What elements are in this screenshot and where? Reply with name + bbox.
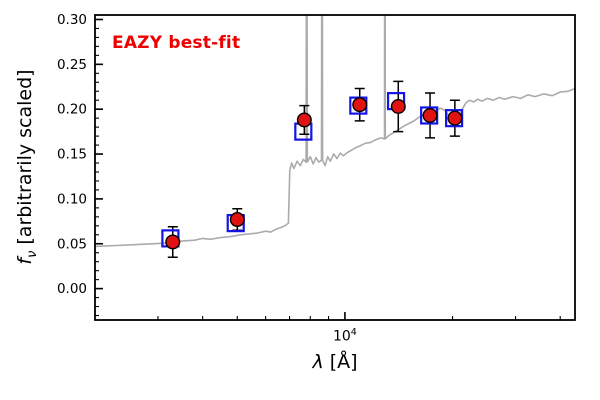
y-axis-label-f: f: [14, 257, 37, 265]
observed-point: [165, 234, 181, 250]
observed-point: [229, 212, 245, 228]
observed-point: [447, 110, 463, 126]
observed-point: [422, 107, 438, 123]
y-tick-label: 0.00: [57, 281, 87, 297]
y-tick-label: 0.20: [57, 102, 87, 118]
y-axis-label-rest: [arbitrarily scaled]: [14, 69, 37, 251]
x-axis-label: λ [Å]: [312, 351, 357, 373]
x-tick-label-10e4: 104: [333, 327, 357, 345]
y-tick-label: 0.10: [57, 191, 87, 207]
y-axis-label-nu: ν: [24, 250, 40, 258]
spectrum-line: [95, 15, 575, 248]
axis-frame: [94, 14, 576, 321]
x-axis-label-rest: [Å]: [323, 351, 358, 373]
x-axis-label-lambda: λ: [312, 351, 324, 373]
observed-point: [390, 98, 406, 114]
observed-point: [296, 112, 312, 128]
y-axis-label: fν [arbitrarily scaled]: [14, 69, 40, 264]
y-tick-label: 0.05: [57, 236, 87, 252]
y-tick-label: 0.25: [57, 57, 87, 73]
y-tick-label: 0.30: [57, 12, 87, 28]
x-tick-exponent: 4: [350, 327, 357, 338]
y-tick-label: 0.15: [57, 147, 87, 163]
bestfit-annotation: EAZY best-fit: [112, 33, 241, 53]
x-tick-base: 10: [332, 328, 351, 345]
observed-point: [352, 97, 368, 113]
